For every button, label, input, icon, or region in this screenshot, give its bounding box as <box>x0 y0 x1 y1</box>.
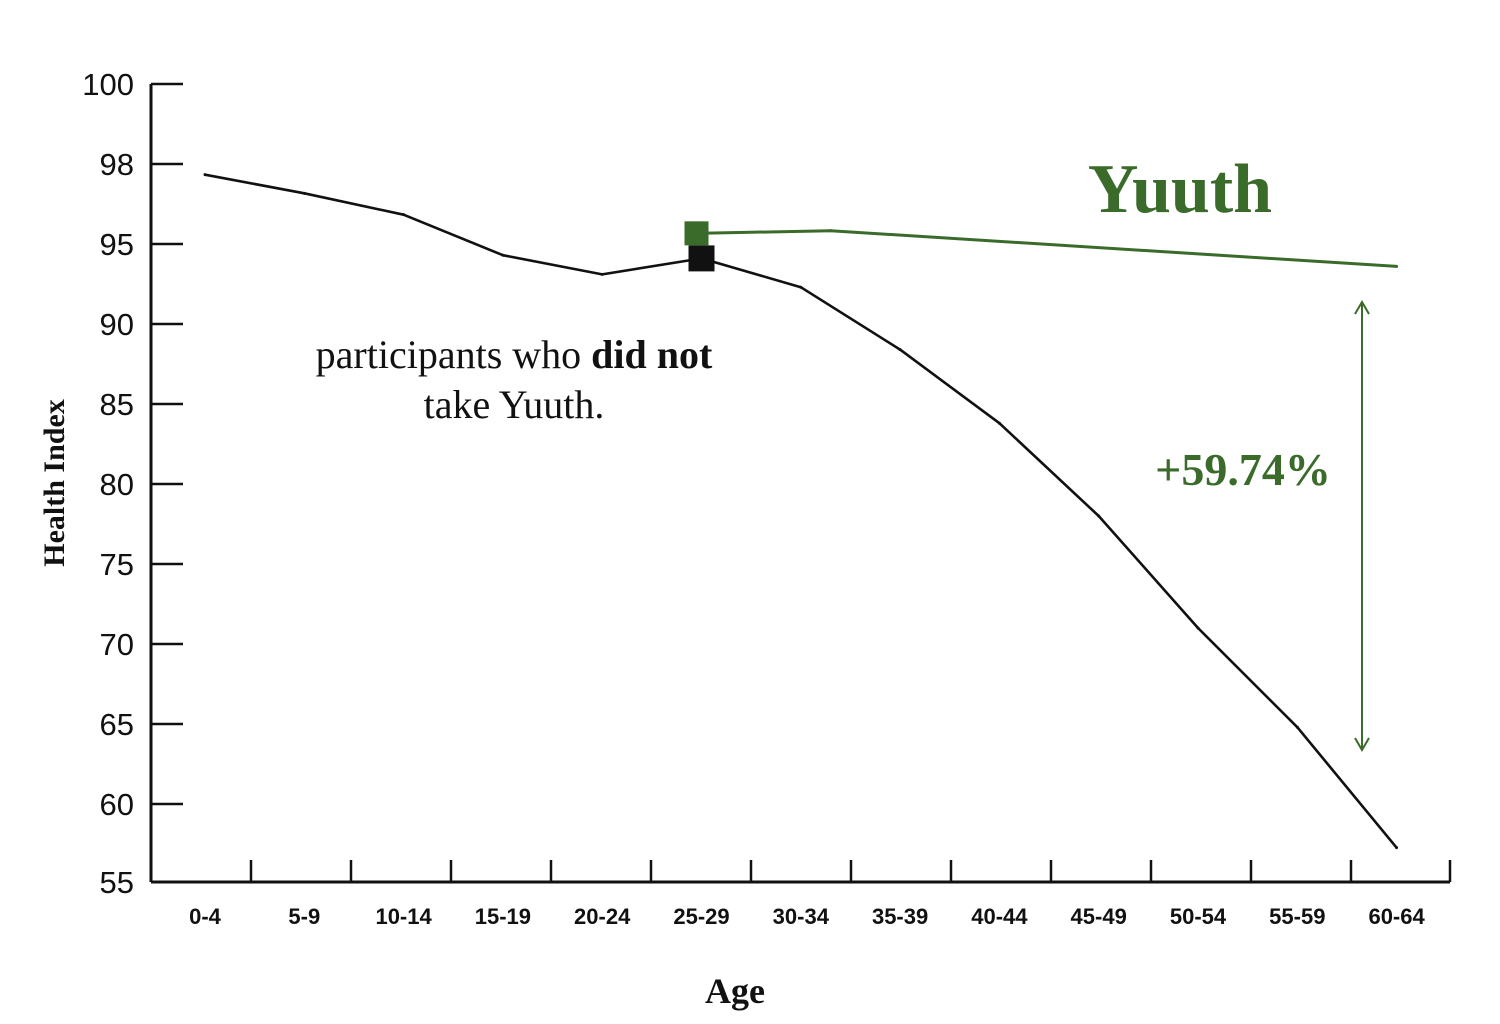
non-yuuth-point <box>501 253 505 257</box>
x-tick-label: 45-49 <box>1071 904 1127 929</box>
y-tick-label: 60 <box>100 787 134 822</box>
non-yuuth-point <box>302 191 306 195</box>
y-tick-label: 55 <box>100 865 134 900</box>
non-yuuth-point <box>203 173 207 177</box>
x-tick-label: 20-24 <box>574 904 631 929</box>
y-tick-label: 85 <box>100 387 134 422</box>
x-tick-label: 15-19 <box>475 904 531 929</box>
y-tick-label: 65 <box>100 707 134 742</box>
non-yuuth-point <box>799 285 803 289</box>
group-label-prefix: participants who <box>316 332 592 377</box>
x-tick-label: 40-44 <box>971 904 1028 929</box>
group-label-line1: participants who did not <box>316 332 713 377</box>
x-axis-title: Age <box>705 971 765 1011</box>
y-ticks: 100 98 95 90 85 80 75 70 65 60 55 <box>82 67 183 900</box>
group-label-bold: did not <box>591 332 713 377</box>
x-tick-label: 5-9 <box>288 904 320 929</box>
y-tick-label: 70 <box>100 627 134 662</box>
non-yuuth-point <box>1295 725 1299 729</box>
series-layer <box>203 173 1399 850</box>
non-yuuth-marker <box>688 245 715 272</box>
x-ticks: 0-4 5-9 10-14 15-19 20-24 25-29 30-34 35-39 40-4… <box>189 860 1452 929</box>
non-yuuth-point <box>997 421 1001 425</box>
x-tick-label: 60-64 <box>1368 904 1425 929</box>
yuuth-point <box>829 229 833 233</box>
group-label-line2: take Yuuth. <box>424 382 605 427</box>
x-tick-label: 35-39 <box>872 904 928 929</box>
yuuth-start-marker <box>684 221 709 246</box>
x-tick-label: 0-4 <box>189 904 222 929</box>
non-yuuth-point <box>1097 514 1101 518</box>
x-tick-label: 25-29 <box>673 904 729 929</box>
y-axis-title: Health Index <box>38 399 71 567</box>
difference-label: +59.74% <box>1155 444 1331 495</box>
non-yuuth-series-line <box>204 173 1398 849</box>
non-yuuth-point <box>1395 846 1399 850</box>
yuuth-series-line <box>701 229 1397 268</box>
yuuth-point <box>1395 264 1399 268</box>
y-tick-label: 95 <box>100 227 134 262</box>
x-tick-label: 10-14 <box>375 904 432 929</box>
difference-arrow <box>1354 300 1370 752</box>
non-yuuth-point <box>600 272 604 276</box>
y-tick-label: 90 <box>100 307 134 342</box>
non-yuuth-point <box>402 213 406 217</box>
non-yuuth-point <box>1196 626 1200 630</box>
non-yuuth-point <box>898 348 902 352</box>
x-tick-label: 50-54 <box>1170 904 1227 929</box>
x-tick-label: 55-59 <box>1269 904 1325 929</box>
y-tick-label: 98 <box>100 147 134 182</box>
yuuth-brand-label: Yuuth <box>1088 151 1272 228</box>
x-tick-label: 30-34 <box>773 904 830 929</box>
y-tick-label: 80 <box>100 467 134 502</box>
y-tick-label: 100 <box>82 67 134 102</box>
y-tick-label: 75 <box>100 547 134 582</box>
